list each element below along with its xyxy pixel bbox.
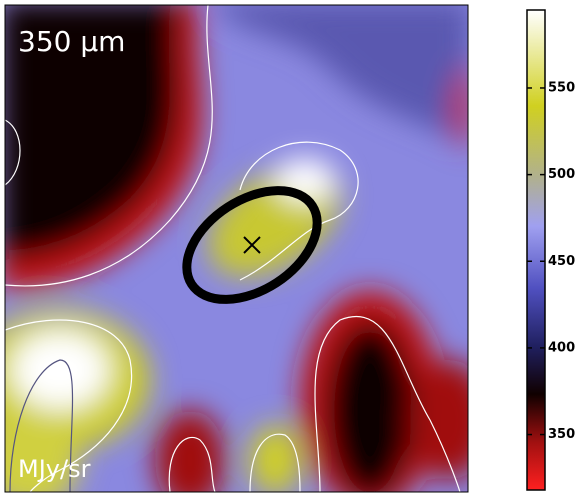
tick-label: 450 — [548, 254, 575, 269]
tick-label: 550 — [548, 80, 575, 95]
unit-label: MJy/sr — [18, 455, 91, 483]
colorbar-ticks: 350 400 450 500 550 — [527, 80, 575, 442]
tick-label: 350 — [548, 427, 575, 442]
sky-image — [5, 5, 468, 492]
tick-label: 500 — [548, 167, 575, 182]
band-label: 350 μm — [18, 25, 125, 58]
tick-label: 400 — [548, 340, 575, 355]
colorbar — [526, 9, 546, 491]
